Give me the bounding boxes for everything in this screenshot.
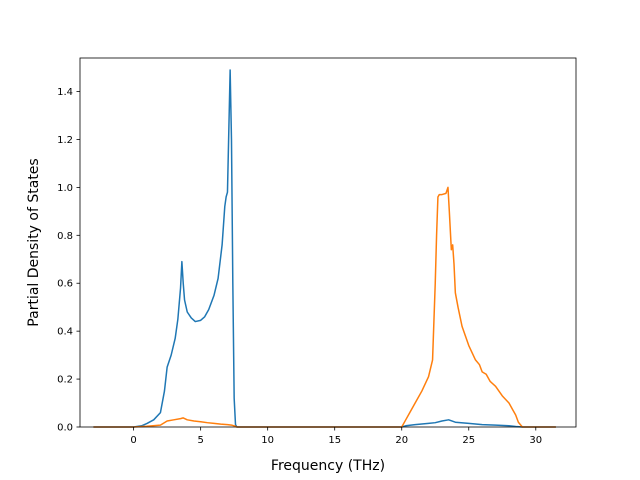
x-axis-title: Frequency (THz) (271, 458, 385, 474)
series-line-2 (93, 186, 556, 428)
y-tick-label: 0.2 (57, 375, 73, 386)
y-tick-label: 0.8 (57, 231, 73, 242)
y-tick-label: 1.4 (57, 87, 73, 98)
x-tick-label: 5 (197, 435, 203, 446)
x-tick-label: 10 (261, 435, 274, 446)
y-tick-label: 0.4 (57, 327, 73, 338)
y-tick-label: 0.6 (57, 279, 73, 290)
series-line-1 (93, 69, 556, 428)
plot-area-frame (79, 57, 577, 428)
series-layer (93, 69, 556, 428)
x-axis: 0 5 10 15 20 25 30 (130, 427, 542, 446)
x-tick-label: 15 (328, 435, 341, 446)
y-tick-label: 1.0 (57, 183, 73, 194)
x-tick-label: 30 (529, 435, 542, 446)
y-tick-label: 0.0 (57, 423, 73, 434)
y-tick-label: 1.2 (57, 135, 73, 146)
y-axis: 0.0 0.2 0.4 0.6 0.8 1.0 1.2 1.4 (57, 87, 80, 434)
y-axis-title: Partial Density of States (26, 158, 42, 326)
x-tick-label: 0 (130, 435, 136, 446)
x-tick-label: 20 (395, 435, 408, 446)
x-tick-label: 25 (462, 435, 475, 446)
